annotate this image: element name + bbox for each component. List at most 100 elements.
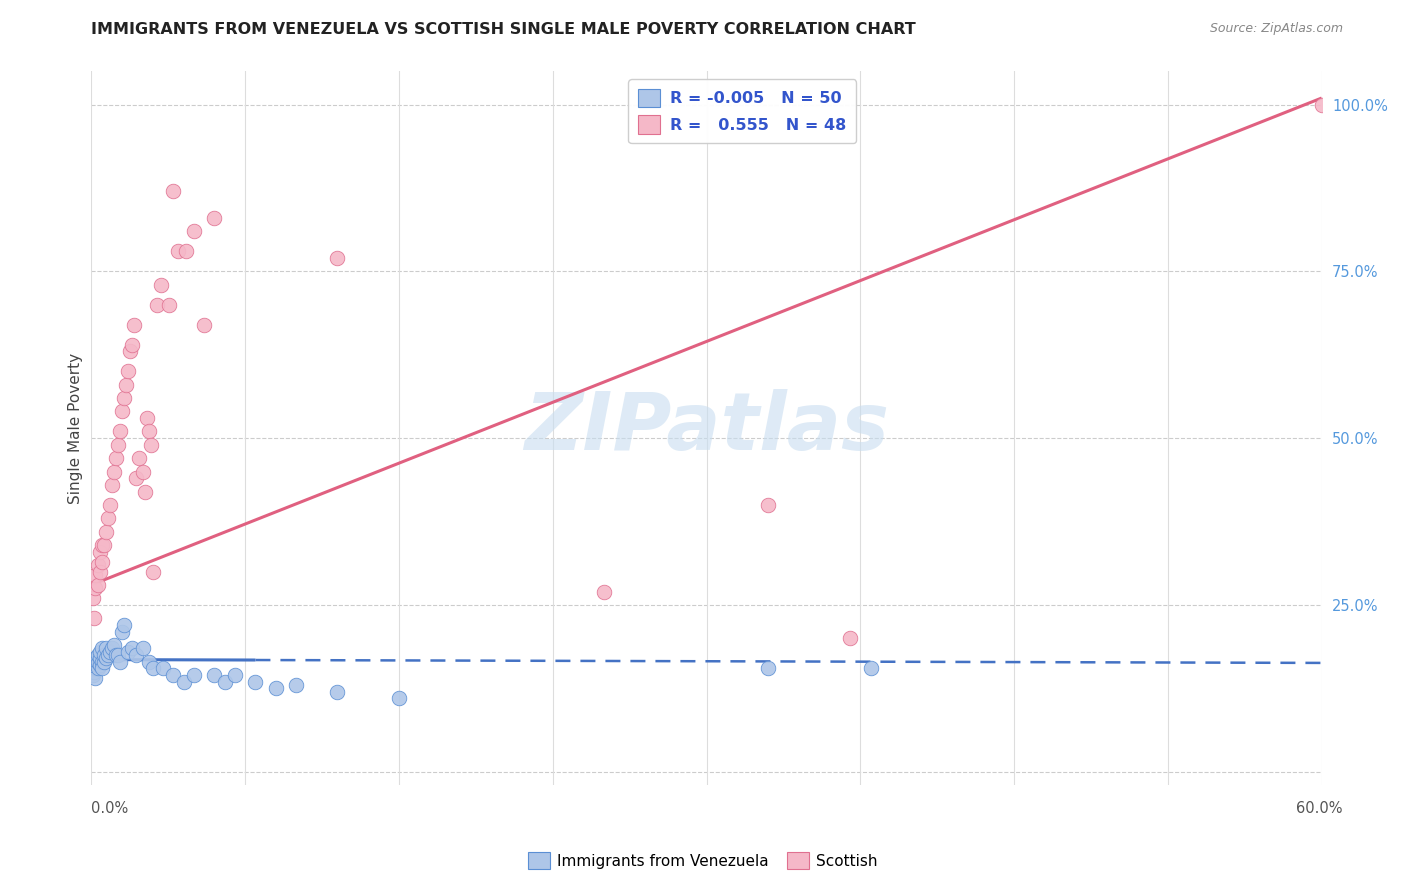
Point <box>138 655 160 669</box>
Point <box>82 661 104 675</box>
Point <box>90 641 112 656</box>
Text: 60.0%: 60.0% <box>1296 801 1343 816</box>
Point <box>93 655 115 669</box>
Point <box>86 558 108 572</box>
Point <box>98 498 121 512</box>
Point <box>89 565 111 579</box>
Point <box>84 581 107 595</box>
Point <box>97 648 120 662</box>
Point <box>90 655 112 669</box>
Point <box>152 661 174 675</box>
Point <box>89 644 111 658</box>
Point <box>593 584 616 599</box>
Point <box>94 524 117 539</box>
Text: ZIPatlas: ZIPatlas <box>524 389 889 467</box>
Text: 0.0%: 0.0% <box>91 801 128 816</box>
Point <box>108 425 131 439</box>
Point <box>1310 97 1333 112</box>
Point <box>839 632 862 646</box>
Point <box>125 471 148 485</box>
Point <box>84 651 107 665</box>
Point <box>94 641 117 656</box>
Point <box>202 211 225 225</box>
Point <box>82 591 104 606</box>
Point <box>111 624 134 639</box>
Point <box>173 674 195 689</box>
Point <box>83 665 105 679</box>
Point <box>162 185 184 199</box>
Point <box>157 298 180 312</box>
Point <box>90 555 112 569</box>
Point <box>121 641 143 656</box>
Point <box>89 544 111 558</box>
Point <box>859 661 882 675</box>
Point <box>86 648 108 662</box>
Point <box>388 691 411 706</box>
Point <box>83 611 105 625</box>
Point <box>245 674 267 689</box>
Point <box>84 567 107 582</box>
Point <box>162 668 184 682</box>
Point <box>86 655 108 669</box>
Point <box>86 657 108 672</box>
Point <box>120 344 142 359</box>
Point <box>125 648 148 662</box>
Text: Source: ZipAtlas.com: Source: ZipAtlas.com <box>1209 22 1343 36</box>
Point <box>111 404 134 418</box>
Point <box>174 244 197 259</box>
Point <box>138 425 160 439</box>
Point <box>86 661 108 675</box>
Point <box>150 277 173 292</box>
Point <box>183 224 205 238</box>
Point <box>93 538 115 552</box>
Point <box>131 465 153 479</box>
Point <box>146 298 169 312</box>
Point <box>97 511 120 525</box>
Point <box>135 411 157 425</box>
Point <box>117 364 139 378</box>
Point <box>134 484 156 499</box>
Point <box>84 661 107 675</box>
Point <box>756 498 779 512</box>
Point <box>183 668 205 682</box>
Point <box>108 655 131 669</box>
Y-axis label: Single Male Poverty: Single Male Poverty <box>67 352 83 504</box>
Point <box>101 641 124 656</box>
Point <box>82 657 104 672</box>
Point <box>86 578 108 592</box>
Point <box>139 438 162 452</box>
Point <box>285 678 308 692</box>
Point <box>93 648 115 662</box>
Point <box>264 681 287 696</box>
Point <box>107 438 129 452</box>
Point <box>756 661 779 675</box>
Point <box>115 377 138 392</box>
Point <box>107 648 129 662</box>
Point <box>89 657 111 672</box>
Point <box>142 565 165 579</box>
Point <box>117 644 139 658</box>
Point <box>94 651 117 665</box>
Point <box>326 684 349 698</box>
Point <box>166 244 188 259</box>
Point <box>101 478 124 492</box>
Point <box>214 674 236 689</box>
Point <box>105 648 127 662</box>
Point <box>105 451 127 466</box>
Point <box>82 668 104 682</box>
Point <box>202 668 225 682</box>
Point <box>124 318 146 332</box>
Point <box>98 644 121 658</box>
Point <box>224 668 246 682</box>
Point <box>90 661 112 675</box>
Point <box>90 538 112 552</box>
Legend: Immigrants from Venezuela, Scottish: Immigrants from Venezuela, Scottish <box>522 846 884 875</box>
Point <box>103 638 125 652</box>
Point <box>121 338 143 352</box>
Point <box>128 451 150 466</box>
Point <box>193 318 215 332</box>
Point <box>326 251 349 265</box>
Point <box>84 671 107 685</box>
Point <box>142 661 165 675</box>
Point <box>103 465 125 479</box>
